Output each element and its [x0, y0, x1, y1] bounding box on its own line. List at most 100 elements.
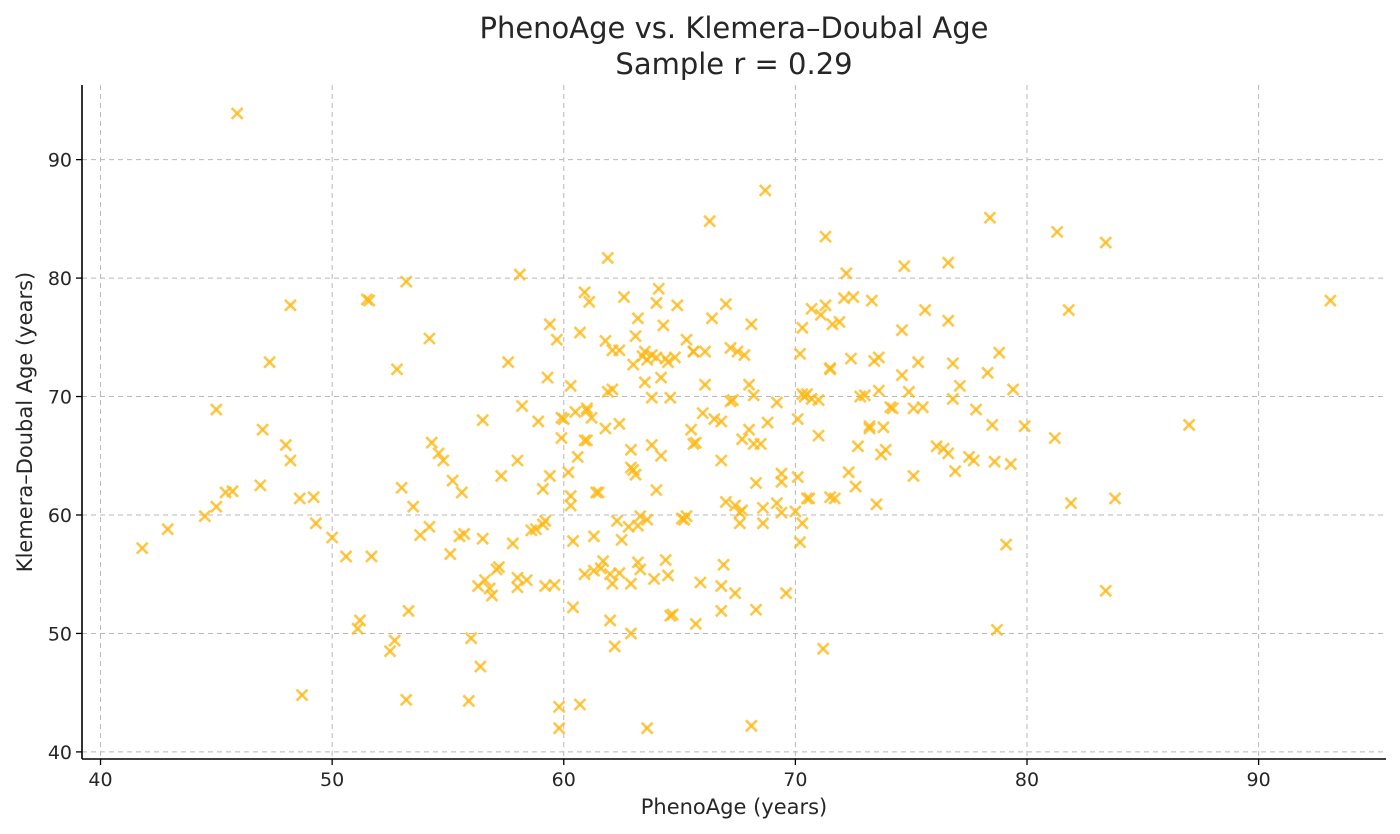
- data-point: [476, 413, 490, 427]
- data-point: [582, 295, 596, 309]
- data-point: [309, 516, 323, 530]
- data-point: [666, 608, 680, 621]
- data-point: [812, 393, 825, 407]
- data-point: [791, 412, 805, 426]
- data-point: [756, 516, 770, 530]
- data-point: [633, 509, 647, 523]
- data-point: [592, 486, 605, 499]
- data-point: [587, 564, 601, 578]
- data-point: [659, 553, 673, 567]
- data-point: [629, 329, 642, 343]
- data-point: [879, 443, 893, 457]
- data-point: [253, 478, 267, 492]
- data-point: [548, 578, 561, 592]
- data-point: [823, 361, 837, 375]
- data-point: [395, 481, 409, 495]
- data-point: [761, 416, 775, 430]
- data-point: [564, 499, 578, 512]
- data-point: [698, 345, 712, 358]
- data-point: [948, 464, 962, 478]
- data-point: [293, 491, 307, 505]
- data-point: [735, 503, 749, 517]
- data-point: [492, 560, 506, 574]
- data-point: [557, 412, 571, 426]
- data-point: [1062, 303, 1076, 317]
- data-point: [552, 700, 566, 714]
- data-point: [652, 282, 666, 296]
- data-point: [564, 489, 578, 503]
- data-point: [726, 393, 740, 407]
- data-point: [897, 259, 911, 273]
- data-point: [654, 449, 668, 463]
- data-point: [515, 399, 529, 413]
- data-point: [455, 486, 469, 499]
- x-tick-label: 40: [88, 769, 112, 791]
- data-point: [587, 529, 601, 543]
- data-point: [353, 613, 367, 627]
- data-point: [1099, 584, 1113, 598]
- data-point: [457, 527, 471, 541]
- data-point: [599, 422, 612, 435]
- data-point: [988, 455, 1001, 469]
- data-point: [596, 554, 610, 568]
- data-point: [645, 438, 659, 452]
- data-point: [511, 580, 524, 594]
- data-point: [865, 294, 879, 308]
- data-point: [624, 577, 638, 591]
- data-point: [425, 436, 439, 450]
- x-tick-label: 80: [1015, 769, 1039, 791]
- data-point: [819, 298, 832, 312]
- data-point: [744, 719, 758, 733]
- data-point: [550, 333, 564, 347]
- data-point: [895, 368, 909, 382]
- data-point: [791, 470, 805, 484]
- data-point: [1018, 419, 1032, 433]
- data-point: [284, 454, 297, 467]
- data-point: [992, 346, 1006, 360]
- data-point: [443, 547, 457, 561]
- data-point: [209, 500, 223, 514]
- data-point: [907, 469, 920, 483]
- data-point: [742, 423, 756, 437]
- y-tick-label: 80: [48, 268, 72, 290]
- data-point: [719, 495, 733, 509]
- data-point: [707, 412, 721, 426]
- data-point: [649, 483, 663, 497]
- data-point: [832, 315, 846, 329]
- data-point: [870, 497, 883, 511]
- data-point: [279, 438, 293, 452]
- data-point: [779, 586, 793, 600]
- data-point: [663, 391, 677, 405]
- data-point: [541, 371, 554, 384]
- data-point: [631, 519, 645, 533]
- data-point: [668, 351, 682, 364]
- data-point: [863, 419, 876, 433]
- data-point: [612, 566, 626, 580]
- data-point: [775, 475, 788, 489]
- data-point: [698, 378, 712, 392]
- data-point: [555, 431, 568, 445]
- data-point: [538, 514, 552, 528]
- data-point: [339, 550, 353, 563]
- data-point: [423, 520, 436, 534]
- x-tick-label: 60: [552, 769, 576, 791]
- data-point: [842, 465, 856, 479]
- chart-title: PhenoAge vs. Klemera–Doubal Age: [479, 11, 988, 45]
- data-point: [536, 482, 550, 496]
- data-point: [758, 184, 772, 197]
- data-point: [946, 356, 960, 370]
- data-point: [383, 644, 397, 658]
- data-point: [612, 417, 626, 431]
- data-point: [656, 319, 670, 332]
- data-point: [770, 496, 784, 510]
- data-point: [728, 586, 742, 600]
- data-point: [478, 573, 492, 587]
- data-point: [812, 429, 825, 443]
- data-point: [610, 514, 624, 528]
- data-point: [552, 721, 566, 735]
- data-point: [390, 362, 404, 376]
- data-point: [911, 355, 925, 369]
- data-point: [485, 589, 499, 602]
- data-point: [399, 275, 413, 289]
- data-point: [362, 294, 376, 308]
